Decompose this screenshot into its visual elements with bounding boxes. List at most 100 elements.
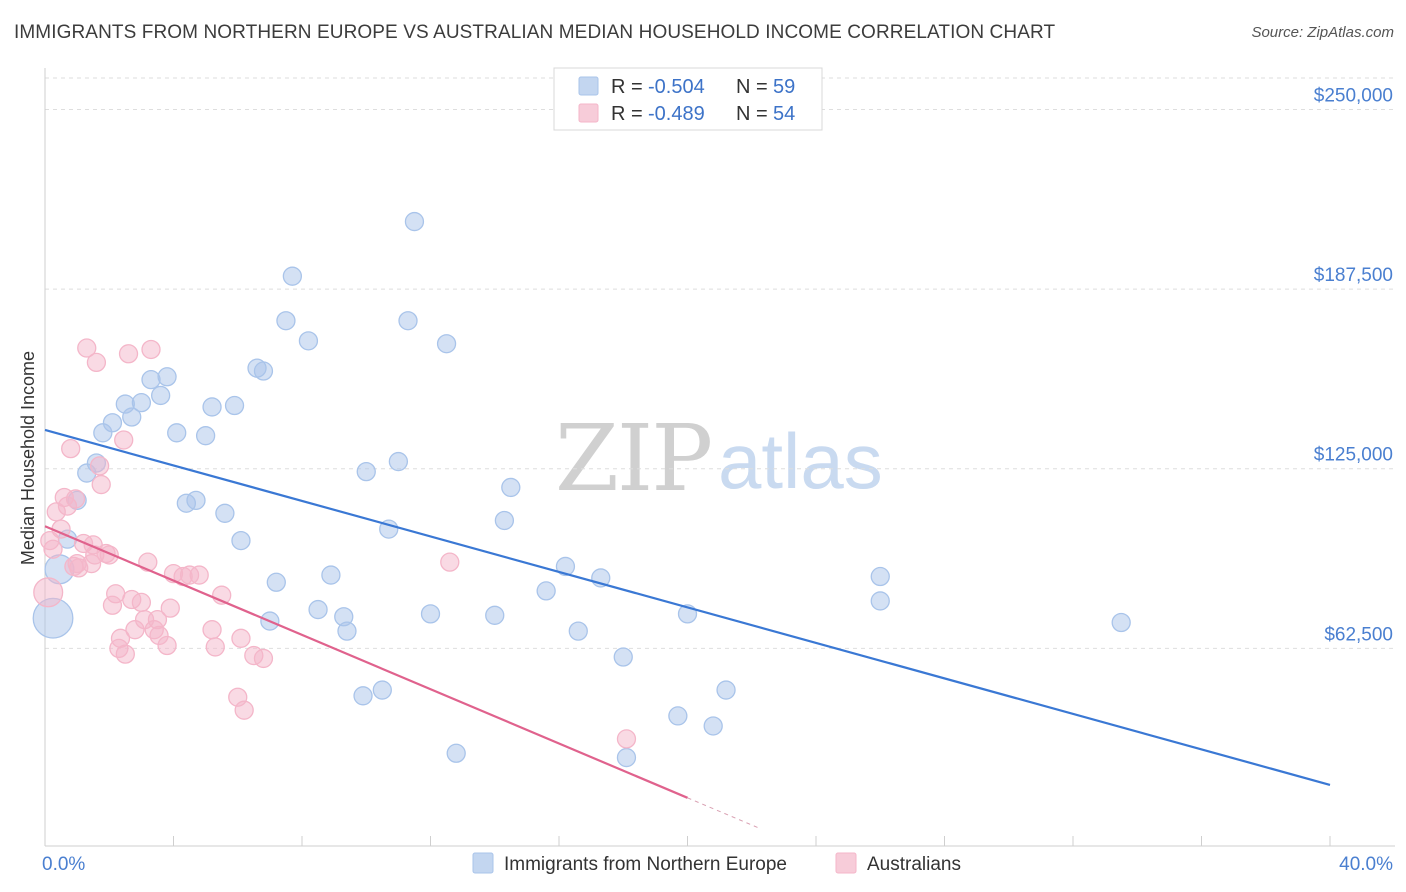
northern-europe-point-11	[141, 369, 161, 390]
northern-europe-point-45	[494, 510, 515, 531]
northern-europe-point-39	[404, 211, 425, 232]
australians-point-31	[141, 339, 161, 360]
legend-r-value-1: -0.489	[648, 103, 705, 125]
northern-europe-point-28	[298, 331, 319, 351]
northern-europe-point-9	[122, 407, 142, 427]
bottom-legend-label-0: Immigrants from Northern Europe	[504, 854, 787, 875]
northern-europe-point-14	[167, 423, 187, 443]
northern-europe-point-52	[668, 706, 688, 726]
northern-europe-point-51	[616, 747, 637, 768]
australians-point-24	[114, 430, 134, 450]
northern-europe-point-29	[321, 565, 341, 585]
northern-europe-point-33	[353, 686, 373, 706]
northern-europe-point-18	[202, 397, 222, 417]
bottom-legend-label-1: Australians	[867, 854, 961, 875]
australians-point-25	[118, 344, 139, 364]
northern-europe-point-30	[308, 599, 328, 620]
gridlines	[45, 77, 1395, 649]
northern-europe-point-57	[870, 591, 890, 611]
y-tick-label-2: $187,500	[1314, 265, 1393, 286]
australians-point-36	[160, 598, 180, 618]
northern-europe-point-55	[716, 680, 736, 700]
northern-europe-point-34	[356, 461, 376, 482]
northern-europe-point-32	[337, 621, 357, 641]
northern-europe-point-23	[253, 361, 274, 381]
trend-line-extension-1	[687, 797, 760, 829]
chart-title: IMMIGRANTS FROM NORTHERN EUROPE VS AUSTR…	[14, 22, 1056, 43]
australians-point-46	[234, 700, 254, 720]
australians-point-35	[157, 635, 177, 656]
top-legend-box	[553, 67, 823, 131]
northern-europe-point-19	[215, 503, 235, 523]
series-1-points	[33, 338, 637, 749]
australians-point-11	[77, 338, 97, 358]
x-tick-label-0: 0.0%	[42, 854, 85, 875]
top-legend: R = -0.504 N = 59 R = -0.489 N = 54	[553, 67, 823, 131]
axes	[44, 68, 1395, 847]
legend-n-label-1: N =	[736, 103, 768, 125]
australians-point-8	[65, 489, 86, 509]
australians-point-30	[138, 552, 158, 572]
australians-point-41	[202, 620, 222, 640]
northern-europe-point-46	[536, 581, 556, 601]
australians-point-48	[253, 648, 274, 669]
northern-europe-point-13	[157, 367, 177, 387]
northern-europe-point-26	[276, 311, 296, 331]
northern-europe-point-12	[150, 385, 171, 406]
northern-europe-point-44	[501, 477, 521, 498]
northern-europe-point-42	[446, 743, 466, 763]
legend-swatch-blue	[578, 76, 599, 96]
northern-europe-point-56	[870, 566, 890, 587]
data-points	[32, 211, 1131, 768]
legend-n-value-0: 59	[773, 76, 795, 98]
northern-europe-point-54	[703, 716, 723, 736]
y-tick-label-1: $125,000	[1314, 445, 1393, 466]
bottom-legend: Immigrants from Northern Europe Australi…	[472, 852, 961, 875]
y-tick-labels: $62,500 $125,000 $187,500 $250,000	[1314, 85, 1393, 645]
northern-europe-point-37	[388, 451, 409, 472]
legend-swatch-pink	[578, 103, 599, 123]
source-label: Source: ZipAtlas.com	[1251, 24, 1394, 41]
australians-point-45	[231, 628, 251, 648]
northern-europe-point-47	[555, 556, 576, 577]
northern-europe-point-10	[131, 392, 152, 413]
northern-europe-point-43	[485, 605, 505, 625]
northern-europe-point-41	[436, 334, 457, 354]
australians-point-6	[61, 438, 81, 459]
northern-europe-point-25	[266, 572, 286, 592]
northern-europe-point-58	[1111, 612, 1131, 633]
northern-europe-point-7	[102, 413, 123, 433]
northern-europe-point-48	[568, 621, 588, 641]
northern-europe-point-21	[231, 530, 251, 551]
y-tick-label-0: $62,500	[1324, 624, 1393, 645]
trend-line-0	[44, 428, 1331, 786]
northern-europe-point-17	[195, 426, 216, 446]
watermark-atlas: atlas	[718, 417, 883, 505]
bottom-legend-swatch-blue	[472, 852, 494, 874]
watermark-zip: ZIP	[555, 405, 711, 512]
y-axis-label: Median Household Income	[18, 351, 38, 565]
legend-r-value-0: -0.504	[648, 76, 705, 98]
y-tick-label-3: $250,000	[1314, 85, 1393, 106]
australians-point-51	[40, 530, 60, 551]
australians-point-20	[106, 584, 126, 604]
australians-point-14	[86, 352, 107, 373]
northern-europe-point-27	[282, 266, 303, 286]
australians-point-16	[91, 474, 111, 495]
northern-europe-point-35	[372, 680, 392, 700]
legend-n-value-1: 54	[773, 103, 795, 125]
northern-europe-point-50	[613, 647, 633, 667]
australians-point-49	[440, 552, 460, 572]
legend-r-label-0: R =	[611, 76, 643, 98]
northern-europe-point-38	[398, 311, 418, 331]
legend-r-label-1: R =	[611, 103, 643, 125]
australians-point-52	[69, 558, 89, 578]
northern-europe-point-20	[224, 395, 245, 416]
australians-point-0	[33, 577, 64, 608]
northern-europe-point-16	[186, 490, 206, 511]
australians-point-53	[85, 545, 105, 565]
australians-point-15	[89, 456, 110, 476]
legend-n-label-0: N =	[736, 76, 768, 98]
series-0-points	[32, 211, 1131, 768]
